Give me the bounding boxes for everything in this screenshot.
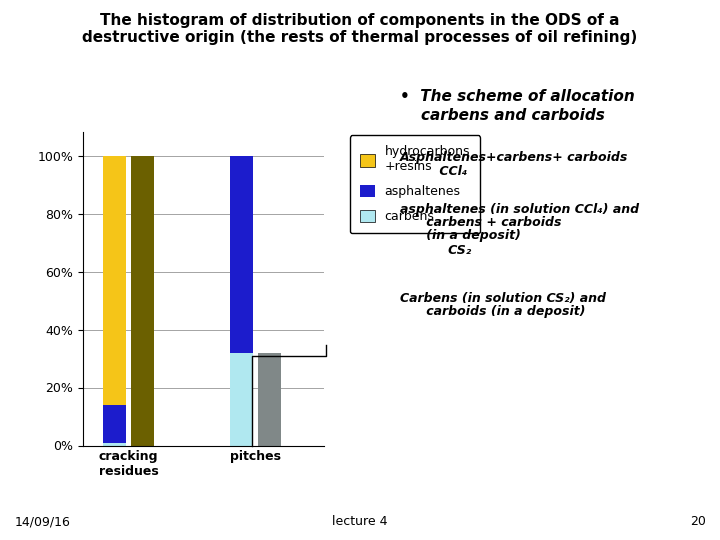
Bar [103, 156, 126, 405]
Text: Carbens (in solution CS₂) and: Carbens (in solution CS₂) and [400, 292, 606, 305]
Bar [131, 156, 154, 445]
Text: The histogram of distribution of components in the ODS of a: The histogram of distribution of compone… [100, 14, 620, 29]
Text: (in a deposit): (in a deposit) [400, 230, 521, 242]
Bar [230, 156, 253, 353]
Text: 20: 20 [690, 515, 706, 528]
Bar [103, 405, 126, 443]
Text: Asphaltenes+carbens+ carboids: Asphaltenes+carbens+ carboids [400, 151, 628, 164]
Text: carboids (in a deposit): carboids (in a deposit) [400, 305, 585, 318]
Text: lecture 4: lecture 4 [332, 515, 388, 528]
Text: asphaltenes (in solution CCl₄) and: asphaltenes (in solution CCl₄) and [400, 202, 639, 215]
Legend: hydrocarbons
+resins, asphaltenes, carbens: hydrocarbons +resins, asphaltenes, carbe… [349, 136, 480, 233]
Text: destructive origin (the rests of thermal processes of oil refining): destructive origin (the rests of thermal… [82, 30, 638, 45]
Text: CCl₄: CCl₄ [400, 165, 467, 178]
Text: carbens and carboids: carbens and carboids [400, 108, 605, 123]
Bar [103, 443, 126, 445]
Text: 14/09/16: 14/09/16 [14, 515, 71, 528]
Text: •  The scheme of allocation: • The scheme of allocation [400, 89, 634, 104]
Bar [258, 353, 281, 446]
Text: carbens + carboids: carbens + carboids [400, 216, 561, 229]
Text: CS₂: CS₂ [400, 244, 471, 257]
Bar [230, 353, 253, 446]
